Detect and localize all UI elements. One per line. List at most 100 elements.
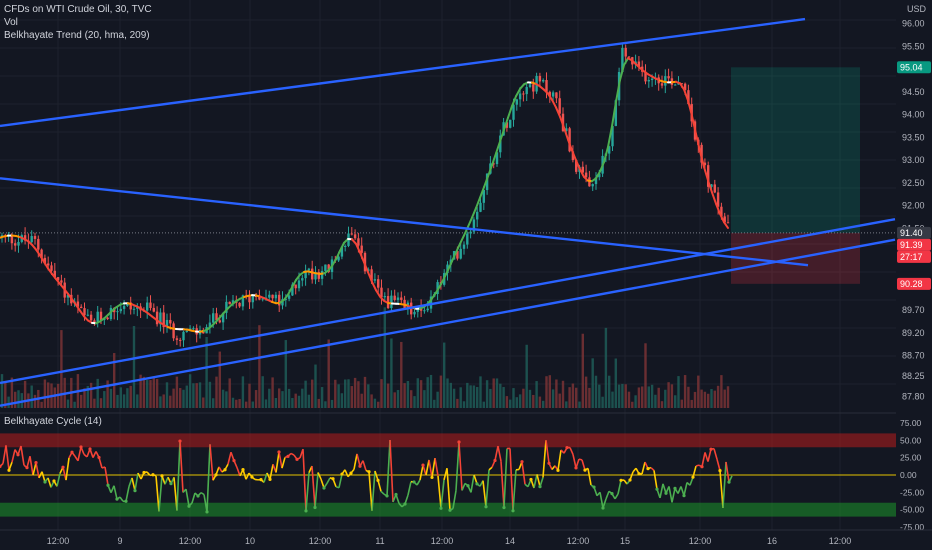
oscillator-dot <box>682 494 686 498</box>
oscillator-segment <box>209 444 214 481</box>
oscillator-segment <box>374 470 379 481</box>
trend-segment <box>375 289 381 298</box>
trend-segment <box>503 116 509 131</box>
channel-line <box>0 17 806 128</box>
volume-bar <box>73 401 76 408</box>
volume-bar <box>436 391 439 408</box>
volume-bar <box>670 384 674 408</box>
volume-bar <box>179 388 182 408</box>
trend-segment <box>495 140 501 155</box>
legend-symbol[interactable]: CFDs on WTI Crude Oil, 30, TVC <box>4 4 152 15</box>
time-tick-label: 12:00 <box>47 536 70 546</box>
oscillator-segment <box>176 441 181 511</box>
oscillator-dot <box>655 487 659 491</box>
oscillator-segment <box>302 449 307 511</box>
oscillator-segment <box>128 477 133 487</box>
oscillator-dot <box>0 464 2 468</box>
volume-bar <box>644 343 647 408</box>
trend-segment <box>431 291 437 300</box>
legend-trend-indicator[interactable]: Belkhayate Trend (20, hma, 209) <box>4 30 150 41</box>
trend-segment <box>31 243 37 251</box>
candle-body <box>30 236 33 243</box>
oscillator-segment <box>245 472 250 480</box>
price-tick-label: 95.50 <box>902 41 925 51</box>
candle-body <box>284 298 287 300</box>
legend-cycle-indicator[interactable]: Belkhayate Cycle (14) <box>4 416 102 427</box>
oscillator-dot <box>169 481 173 486</box>
oscillator-segment <box>425 459 430 476</box>
time-tick-label: 16 <box>767 536 777 546</box>
candle-body <box>93 320 96 324</box>
candle-body <box>522 93 525 95</box>
trend-segment <box>687 99 693 117</box>
channel-lines[interactable] <box>0 17 896 407</box>
volume-bar <box>363 376 367 408</box>
candle-body <box>274 294 278 299</box>
trend-segment <box>555 106 561 118</box>
volume-bar <box>647 386 650 408</box>
volume-bar <box>509 399 512 408</box>
oscillator-dot <box>421 463 425 467</box>
time-tick-label: 15 <box>620 536 630 546</box>
oscillator-dot <box>151 473 155 477</box>
trend-segment <box>479 186 485 199</box>
volume-bar <box>208 381 212 408</box>
trend-segment <box>515 87 521 98</box>
oscillator-segment <box>20 445 25 466</box>
trend-segment <box>359 251 365 264</box>
volume-bar <box>225 391 228 408</box>
candle-body <box>353 234 357 239</box>
trend-segment <box>623 57 629 66</box>
oscillator-segment <box>317 472 322 480</box>
candle-body <box>254 296 258 298</box>
trend-segment <box>563 126 569 141</box>
oscillator-segment <box>452 490 457 509</box>
price-tick-label: 96.00 <box>902 19 925 29</box>
volume-bar <box>324 401 327 408</box>
candle-body <box>132 308 136 310</box>
volume-bar <box>119 387 122 408</box>
time-axis[interactable]: 12:00 9 12:00 10 12:00 11 12:00 14 12:00 15 12:00 1… <box>0 529 932 550</box>
legend-volume[interactable]: Vol <box>4 17 18 28</box>
oscillator-dot <box>691 475 695 479</box>
volume-bar <box>396 390 400 408</box>
oscillator-dot <box>160 474 164 478</box>
oscillator-dot <box>97 455 101 460</box>
oscillator-segment <box>725 461 730 483</box>
volume-bar <box>720 375 723 408</box>
volume-bar <box>99 398 103 408</box>
candle-body <box>116 311 119 313</box>
volume-bar <box>33 394 37 408</box>
volume-bar <box>608 375 611 408</box>
volume-bar <box>165 382 169 408</box>
volume-bar <box>149 380 152 408</box>
volume-bar <box>304 380 307 408</box>
volume-bar <box>515 397 518 408</box>
candle-body <box>106 317 109 320</box>
candle-body <box>60 280 63 283</box>
candle-body <box>545 80 548 92</box>
oscillator-dot <box>223 468 227 472</box>
oscillator-dot <box>412 480 416 484</box>
volume-bar <box>561 380 565 408</box>
candle-body <box>611 125 614 147</box>
oscillator-segment <box>29 456 34 476</box>
trend-segment <box>63 287 69 295</box>
volume-bar <box>17 390 20 408</box>
oscillator-segment <box>104 466 109 486</box>
candle-body <box>122 305 126 309</box>
belkhayate-trend-line <box>0 57 729 333</box>
volume-bar <box>654 394 657 408</box>
candle-body <box>360 245 363 253</box>
oscillator-segment <box>533 474 538 489</box>
volume-bar <box>251 401 254 408</box>
volume-bar <box>377 401 380 408</box>
price-axis[interactable]: 96.00 95.50 94.50 94.00 93.50 93.00 92.50 92.00… <box>896 0 932 413</box>
price-badge-label: 90.28 <box>900 279 923 289</box>
volume-bar <box>611 391 614 408</box>
candle-body <box>287 295 291 299</box>
volume-bar <box>522 388 525 408</box>
candle-body <box>86 314 89 316</box>
volume-bar <box>278 388 281 408</box>
